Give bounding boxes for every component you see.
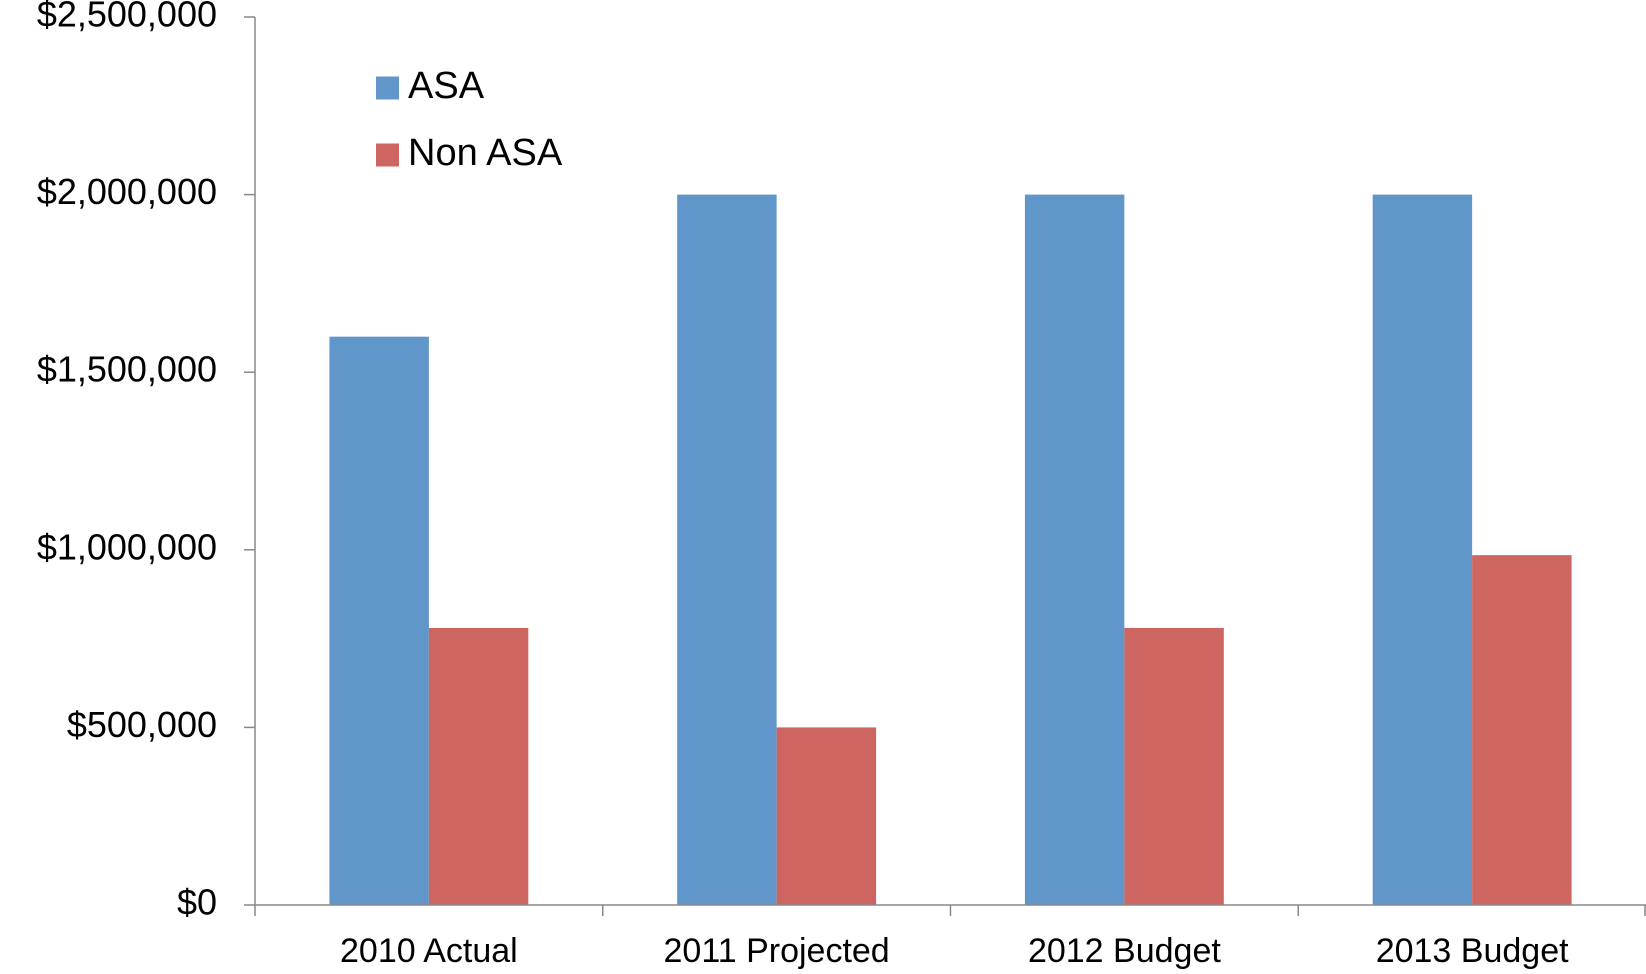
x-tick-label: 2011 Projected [664,932,890,970]
y-tick-label: $1,500,000 [37,349,217,390]
bar [776,727,877,905]
y-tick-label: $0 [177,882,217,923]
legend-swatch [376,143,399,167]
bar [1472,555,1572,905]
bar [329,336,429,905]
x-tick-label: 2012 Budget [1028,932,1221,970]
x-tick-label: 2013 Budget [1376,932,1569,970]
bar [428,627,529,905]
bar [1024,194,1125,906]
legend-swatch [376,76,399,100]
bar [1372,194,1473,906]
y-tick-label: $1,000,000 [37,526,217,567]
bar [677,194,777,906]
y-tick-label: $2,000,000 [37,171,217,212]
y-tick-label: $500,000 [67,704,217,745]
x-tick-label: 2010 Actual [340,932,518,970]
y-tick-label: $2,500,000 [37,0,217,35]
legend-label: ASA [408,65,485,107]
bar [1124,627,1224,905]
legend-label: Non ASA [408,132,563,174]
